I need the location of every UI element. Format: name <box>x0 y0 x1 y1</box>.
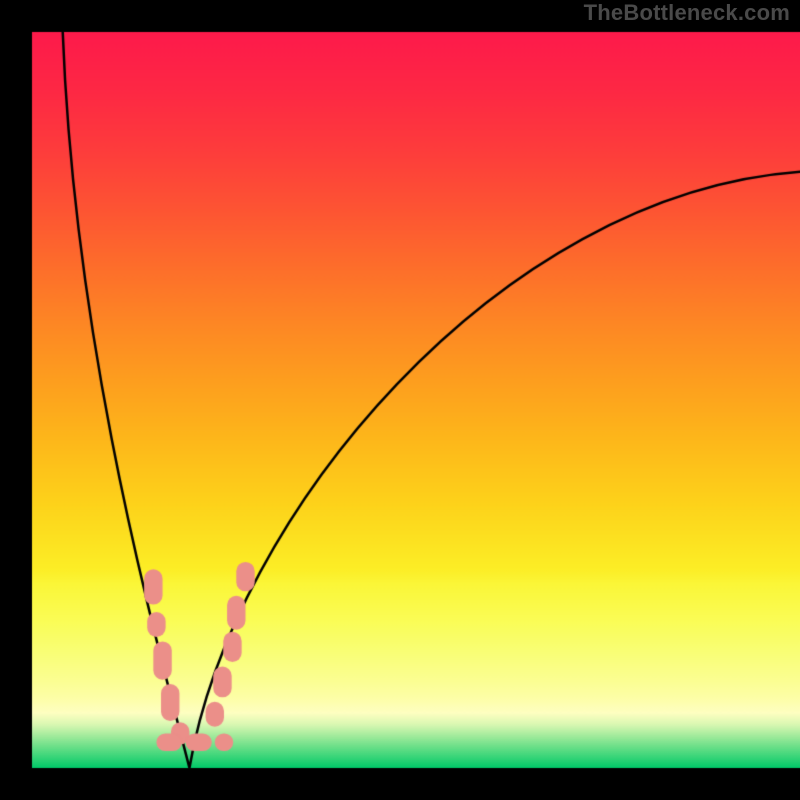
watermark-text: TheBottleneck.com <box>584 0 790 26</box>
curve-overlay <box>0 0 800 800</box>
bottleneck-chart: TheBottleneck.com <box>0 0 800 800</box>
